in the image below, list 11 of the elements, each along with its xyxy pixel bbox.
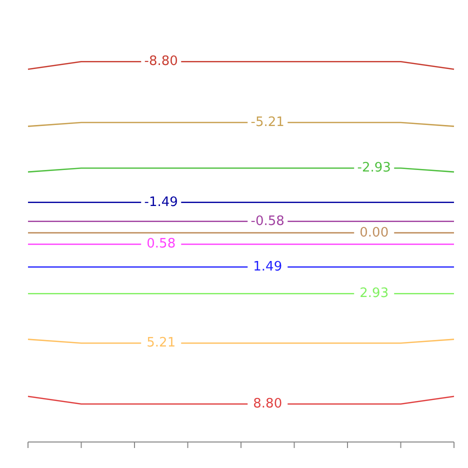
series-label: -5.21 — [250, 115, 284, 130]
series-label: -8.80 — [144, 54, 178, 70]
series-label: 0.00 — [360, 225, 389, 240]
series-label: -0.58 — [250, 214, 284, 229]
series-label: 0.58 — [146, 236, 176, 252]
series-label: 5.21 — [146, 336, 176, 351]
series-label: 8.80 — [253, 396, 282, 412]
series-label: -1.49 — [144, 194, 178, 210]
series-label: 2.93 — [360, 286, 389, 302]
series-label: 1.49 — [253, 260, 282, 275]
series-label: -2.93 — [357, 160, 391, 176]
